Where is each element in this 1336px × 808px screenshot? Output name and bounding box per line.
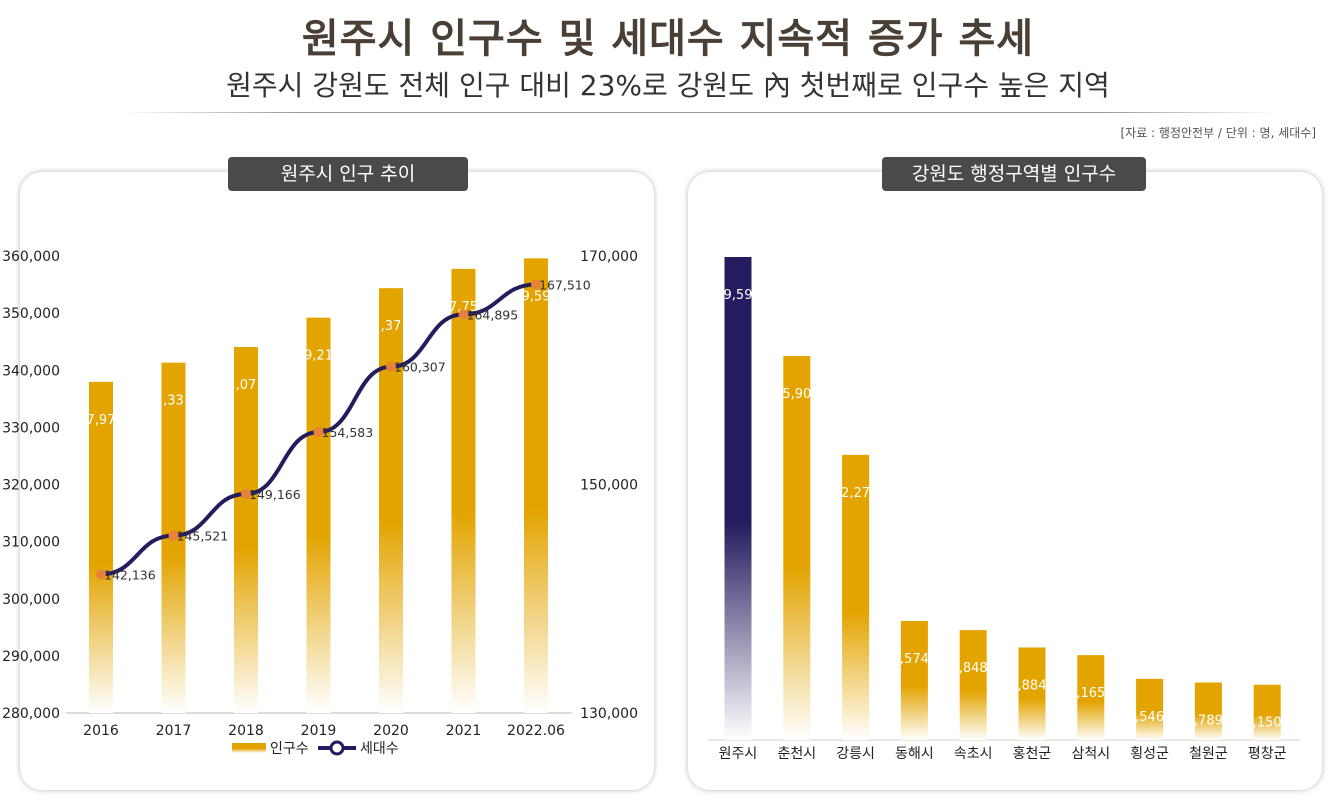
y-left-tick-label: 350,000 [2, 306, 60, 322]
y-left-tick-label: 340,000 [2, 363, 60, 379]
region-population-title: 강원도 행정구역별 인구수 [882, 157, 1146, 191]
population-bar-label: 7,97 [87, 413, 116, 428]
household-value-label: 145,521 [177, 529, 229, 544]
population-bar-label: 9,21 [304, 349, 333, 364]
region-bar [1136, 678, 1164, 740]
region-bar-label: ,848 [959, 661, 988, 676]
population-trend-panel [20, 172, 654, 790]
region-x-tick-label: 강릉시 [836, 746, 875, 762]
x-tick-label: 2021 [446, 723, 482, 739]
region-bar [1194, 682, 1222, 740]
region-bar [842, 454, 870, 740]
source-note: [자료 : 행정안전부 / 단위 : 명, 세대수] [1120, 126, 1316, 140]
region-bar [724, 257, 752, 740]
household-value-label: 160,307 [394, 360, 446, 375]
y-right-tick-label: 170,000 [580, 249, 638, 265]
x-tick-label: 2017 [156, 723, 192, 739]
x-tick-label: 2018 [228, 723, 264, 739]
population-trend-title: 원주시 인구 추이 [228, 157, 468, 191]
population-bar [234, 347, 258, 713]
region-x-tick-label: 동해시 [895, 746, 934, 762]
page-title: 원주시 인구수 및 세대수 지속적 증가 추세 [301, 16, 1035, 62]
region-bar-label: ,165 [1076, 686, 1105, 701]
page-subtitle: 원주시 강원도 전체 인구 대비 23%로 강원도 內 첫번째로 인구수 높은 … [226, 69, 1110, 102]
title-divider [120, 112, 1280, 113]
household-value-label: 167,510 [539, 277, 591, 292]
region-x-tick-label: 원주시 [719, 746, 758, 762]
household-marker [168, 530, 179, 541]
region-bar-label: ,150 [1253, 716, 1282, 731]
region-bar-label: ,884 [1018, 678, 1047, 693]
household-marker [313, 427, 324, 438]
region-bar [900, 621, 928, 740]
population-bar [89, 381, 113, 713]
region-bar-label: ,574 [900, 652, 929, 667]
population-bar-label: ,37 [381, 319, 402, 334]
household-marker [531, 279, 541, 290]
population-bar-label: ,07 [236, 378, 257, 393]
legend-population-swatch [232, 743, 266, 753]
population-bar [451, 268, 476, 713]
x-tick-label: 2019 [301, 723, 337, 739]
household-value-label: 154,583 [322, 425, 374, 440]
x-tick-label: 2022.06 [507, 723, 565, 739]
population-bar-label: ,33 [163, 394, 184, 409]
population-bar-label: 7,75 [449, 300, 478, 315]
legend-household-label: 세대수 [360, 741, 399, 757]
y-left-tick-label: 330,000 [2, 420, 60, 436]
x-tick-label: 2016 [83, 723, 119, 739]
y-left-tick-label: 290,000 [2, 649, 60, 665]
region-x-tick-label: 속초시 [954, 746, 993, 762]
region-bar [1018, 647, 1046, 740]
region-x-tick-label: 횡성군 [1130, 746, 1169, 762]
region-bar [1253, 684, 1281, 740]
region-bar-label: ,789 [1194, 714, 1223, 729]
region-bar [1077, 655, 1105, 740]
region-bar-label: 9,59 [724, 288, 753, 303]
x-tick-label: 2020 [373, 723, 409, 739]
population-bar [524, 258, 548, 713]
region-x-tick-label: 철원군 [1189, 746, 1228, 762]
household-marker [386, 361, 396, 372]
region-x-tick-label: 평창군 [1248, 746, 1287, 762]
household-marker [241, 489, 251, 500]
y-left-tick-label: 360,000 [2, 249, 60, 265]
y-left-tick-label: 310,000 [2, 535, 60, 551]
region-bar [783, 355, 811, 740]
legend-population-label: 인구수 [270, 741, 309, 757]
legend-household-marker [329, 740, 345, 756]
household-value-label: 142,136 [104, 567, 156, 582]
y-left-tick-label: 280,000 [2, 706, 60, 722]
population-bar [306, 317, 331, 713]
household-value-label: 149,166 [249, 487, 301, 502]
region-bar [959, 630, 987, 740]
region-x-tick-label: 홍천군 [1013, 746, 1052, 762]
region-x-tick-label: 삼척시 [1071, 746, 1110, 762]
y-left-tick-label: 320,000 [2, 478, 60, 494]
y-right-tick-label: 130,000 [580, 706, 638, 722]
population-bar-label: 9,59 [522, 289, 551, 304]
region-x-tick-label: 춘천시 [777, 746, 816, 762]
population-bar [379, 288, 403, 713]
region-bar-label: 5,90 [782, 387, 811, 402]
y-right-tick-label: 150,000 [580, 478, 638, 494]
y-left-tick-label: 300,000 [2, 592, 60, 608]
region-bar-label: ,546 [1135, 710, 1164, 725]
region-bar-label: 2,27 [841, 486, 870, 501]
household-value-label: 164,895 [467, 307, 519, 322]
household-marker [96, 569, 106, 580]
household-marker [458, 309, 469, 320]
